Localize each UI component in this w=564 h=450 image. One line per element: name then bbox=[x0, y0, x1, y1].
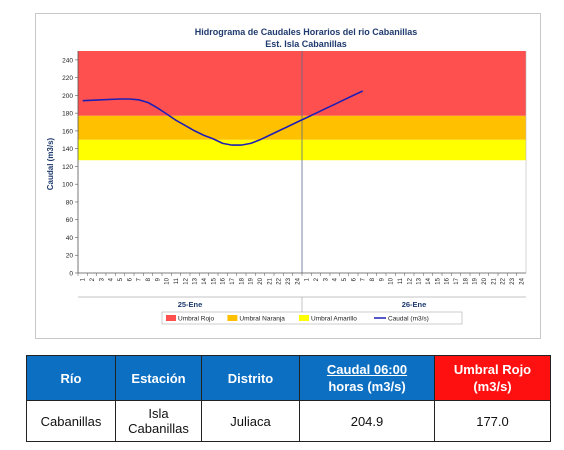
y-axis-label: Caudal (m3/s) bbox=[46, 137, 55, 190]
data-table: Río Estación Distrito Caudal 06:00 horas … bbox=[26, 355, 551, 442]
legend-entry: Umbral Naranja bbox=[239, 316, 285, 323]
cell-estacion: Isla Cabanillas bbox=[115, 400, 202, 442]
x-tick-label: 6 bbox=[127, 277, 133, 281]
y-tick-label: 40 bbox=[66, 235, 74, 242]
x-tick-label: 17 bbox=[454, 277, 460, 284]
x-tick-label: 23 bbox=[510, 277, 516, 284]
y-tick-label: 140 bbox=[62, 146, 73, 153]
x-tick-label: 17 bbox=[230, 277, 236, 284]
x-tick-label: 22 bbox=[501, 277, 507, 284]
x-tick-label: 1 bbox=[305, 277, 311, 281]
x-tick-label: 14 bbox=[426, 277, 432, 284]
hydrograph-chart: Hidrograma de Caudales Horarios del rio … bbox=[46, 27, 527, 325]
x-tick-label: 6 bbox=[351, 277, 357, 281]
x-tick-label: 19 bbox=[473, 277, 479, 284]
day-label: 25-Ene bbox=[178, 300, 203, 309]
day-label: 26-Ene bbox=[402, 300, 427, 309]
y-tick-label: 0 bbox=[69, 271, 73, 278]
x-tick-label: 2 bbox=[90, 277, 96, 281]
series-line-caudal bbox=[82, 90, 364, 146]
x-tick-label: 21 bbox=[267, 277, 273, 284]
x-tick-label: 9 bbox=[155, 277, 161, 281]
x-tick-label: 11 bbox=[398, 277, 404, 284]
x-tick-label: 20 bbox=[482, 277, 488, 284]
cell-umbral: 177.0 bbox=[434, 400, 551, 442]
legend-swatch bbox=[227, 315, 238, 321]
header-umbral-line1: Umbral Rojo bbox=[453, 362, 532, 377]
legend-entry: Umbral Amarillo bbox=[311, 316, 357, 323]
x-tick-label: 12 bbox=[183, 277, 189, 284]
x-tick-label: 24 bbox=[295, 277, 301, 284]
x-tick-label: 7 bbox=[361, 277, 367, 281]
x-tick-label: 3 bbox=[99, 277, 105, 281]
x-tick-label: 18 bbox=[239, 277, 245, 284]
x-tick-label: 16 bbox=[445, 277, 451, 284]
x-tick-label: 10 bbox=[165, 277, 171, 284]
header-caudal: Caudal 06:00 horas (m3/s) bbox=[299, 355, 435, 401]
x-tick-label: 13 bbox=[417, 277, 423, 284]
x-tick-label: 1 bbox=[81, 277, 87, 281]
y-tick-label: 240 bbox=[62, 57, 73, 64]
x-tick-label: 8 bbox=[146, 277, 152, 281]
x-tick-label: 15 bbox=[435, 277, 441, 284]
y-tick-label: 60 bbox=[66, 217, 74, 224]
chart-subtitle: Est. Isla Cabanillas bbox=[265, 39, 347, 49]
x-tick-label: 2 bbox=[314, 277, 320, 281]
x-tick-label: 19 bbox=[249, 277, 255, 284]
table-header-row: Río Estación Distrito Caudal 06:00 horas … bbox=[26, 355, 551, 401]
x-tick-label: 14 bbox=[202, 277, 208, 284]
table-row: Cabanillas Isla Cabanillas Juliaca 204.9… bbox=[26, 400, 551, 442]
x-tick-label: 16 bbox=[221, 277, 227, 284]
legend-swatch bbox=[166, 315, 176, 321]
header-umbral: Umbral Rojo (m3/s) bbox=[434, 355, 551, 401]
cell-distrito: Juliaca bbox=[201, 400, 300, 442]
x-tick-label: 4 bbox=[109, 277, 115, 281]
x-tick-label: 12 bbox=[407, 277, 413, 284]
legend-entry: Umbral Rojo bbox=[178, 316, 215, 323]
header-estacion: Estación bbox=[115, 355, 202, 401]
header-caudal-line1: Caudal 06:00 bbox=[326, 362, 408, 377]
x-tick-label: 3 bbox=[323, 277, 329, 281]
y-tick-label: 80 bbox=[66, 199, 74, 206]
y-tick-label: 220 bbox=[62, 75, 73, 82]
x-tick-label: 4 bbox=[333, 277, 339, 281]
header-rio: Río bbox=[26, 355, 116, 401]
x-tick-label: 10 bbox=[389, 277, 395, 284]
y-tick-label: 120 bbox=[62, 164, 73, 171]
cell-caudal: 204.9 bbox=[299, 400, 435, 442]
header-caudal-line2: horas (m3/s) bbox=[328, 379, 406, 394]
y-tick-label: 180 bbox=[62, 111, 73, 118]
chart-frame: Hidrograma de Caudales Horarios del rio … bbox=[35, 13, 541, 339]
y-tick-label: 100 bbox=[62, 182, 73, 189]
y-tick-label: 160 bbox=[62, 128, 73, 135]
x-tick-label: 15 bbox=[211, 277, 217, 284]
x-tick-label: 23 bbox=[286, 277, 292, 284]
header-distrito: Distrito bbox=[201, 355, 300, 401]
x-tick-label: 9 bbox=[379, 277, 385, 281]
x-tick-label: 7 bbox=[137, 277, 143, 281]
x-tick-label: 5 bbox=[118, 277, 124, 281]
y-tick-label: 200 bbox=[62, 93, 73, 100]
chart-title: Hidrograma de Caudales Horarios del rio … bbox=[195, 27, 418, 37]
legend-swatch bbox=[299, 315, 309, 321]
legend-entry: Caudal (m3/s) bbox=[388, 316, 429, 323]
x-tick-label: 18 bbox=[463, 277, 469, 284]
x-tick-label: 11 bbox=[174, 277, 180, 284]
x-tick-label: 13 bbox=[193, 277, 199, 284]
x-tick-label: 8 bbox=[370, 277, 376, 281]
header-umbral-line2: (m3/s) bbox=[473, 379, 512, 394]
x-tick-label: 20 bbox=[258, 277, 264, 284]
y-tick-label: 20 bbox=[66, 253, 74, 260]
x-tick-label: 21 bbox=[491, 277, 497, 284]
x-tick-label: 22 bbox=[277, 277, 283, 284]
x-tick-label: 5 bbox=[342, 277, 348, 281]
cell-rio: Cabanillas bbox=[26, 400, 116, 442]
x-tick-label: 24 bbox=[519, 277, 525, 284]
